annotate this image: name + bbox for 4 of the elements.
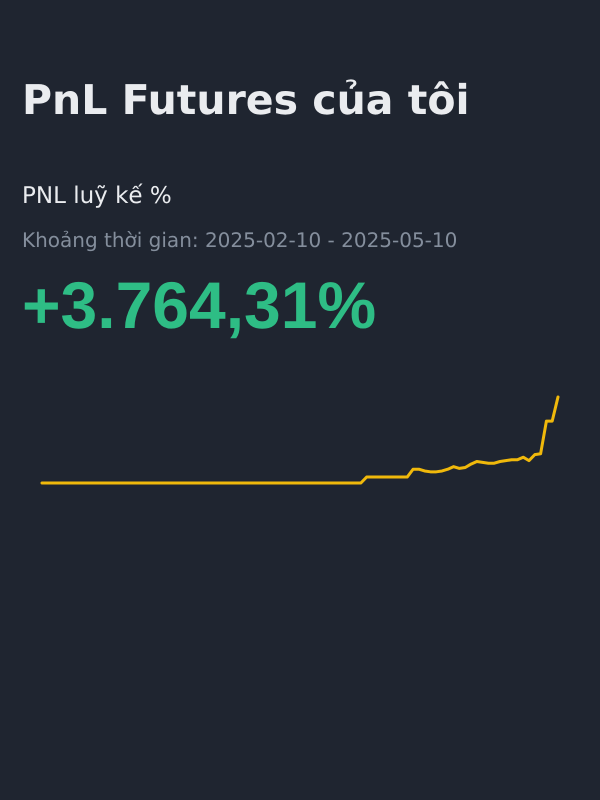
text: +3.764,31% bbox=[22, 268, 376, 342]
chart-title: PnL Futures của tôi bbox=[22, 76, 470, 124]
text: Khoảng thời gian: 2025-02-10 - 2025-05-10 bbox=[22, 228, 458, 252]
chart-subtitle: PNL luỹ kế % bbox=[22, 183, 172, 209]
